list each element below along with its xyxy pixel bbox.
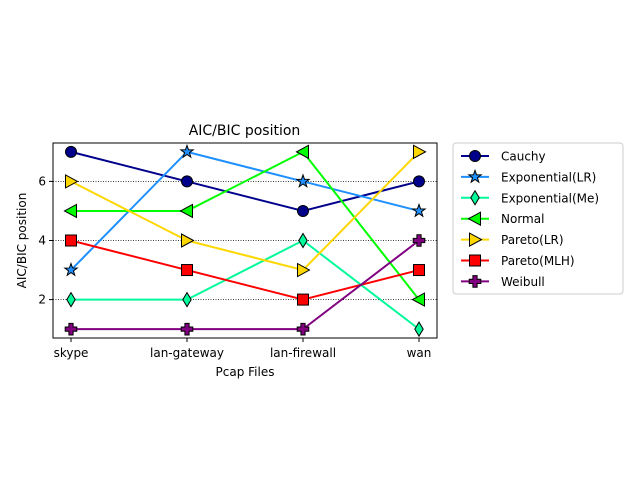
data-point bbox=[179, 143, 195, 159]
data-point bbox=[63, 262, 79, 277]
legend-marker bbox=[469, 232, 483, 247]
legend-label: Pareto(LR) bbox=[501, 233, 564, 247]
legend-item-exponential-me: Exponential(Me) bbox=[461, 189, 599, 206]
data-point bbox=[179, 203, 193, 219]
data-point bbox=[63, 203, 77, 219]
data-point bbox=[297, 293, 309, 306]
legend-item-cauchy: Cauchy bbox=[461, 150, 546, 164]
series-weibull bbox=[64, 234, 426, 336]
data-point bbox=[181, 264, 193, 277]
data-point bbox=[181, 233, 195, 248]
data-point bbox=[412, 234, 426, 247]
legend: Cauchy Exponential(LR) Exponential(Me) Norm… bbox=[452, 142, 624, 295]
y-tick-label: 2 bbox=[38, 293, 46, 307]
data-point bbox=[66, 291, 76, 308]
legend-marker bbox=[469, 254, 481, 267]
data-point bbox=[411, 292, 425, 307]
data-point bbox=[295, 144, 309, 160]
legend-marker bbox=[467, 211, 481, 227]
x-tick-label: lan-firewall bbox=[270, 346, 336, 360]
chart-title: AIC/BIC position bbox=[189, 123, 301, 139]
legend-frame bbox=[452, 142, 624, 295]
x-axis: skype lan-gateway lan-firewall wan bbox=[54, 338, 432, 360]
data-point bbox=[181, 175, 193, 188]
y-tick-label: 6 bbox=[38, 174, 46, 188]
legend-marker bbox=[467, 168, 483, 184]
data-point bbox=[64, 322, 78, 336]
data-point bbox=[413, 264, 425, 277]
legend-item-weibull: Weibull bbox=[461, 275, 545, 289]
x-tick-label: lan-gateway bbox=[150, 346, 224, 360]
series-line bbox=[71, 239, 420, 331]
x-axis-label: Pcap Files bbox=[216, 365, 275, 379]
data-point bbox=[180, 322, 194, 336]
legend-item-pareto-lr: Pareto(LR) bbox=[461, 232, 564, 247]
data-point bbox=[298, 232, 308, 249]
legend-label: Cauchy bbox=[501, 150, 546, 164]
x-tick-label: skype bbox=[54, 346, 89, 360]
data-point bbox=[295, 173, 311, 188]
legend-label: Exponential(Me) bbox=[501, 191, 599, 205]
data-point bbox=[411, 202, 427, 218]
y-axis-label: AIC/BIC position bbox=[15, 193, 29, 289]
y-axis: 2 4 6 bbox=[38, 174, 53, 307]
legend-item-normal: Normal bbox=[461, 211, 544, 227]
data-point bbox=[297, 204, 309, 217]
data-point bbox=[296, 322, 310, 336]
data-point bbox=[413, 175, 425, 188]
data-point bbox=[413, 144, 427, 160]
legend-item-exponential-lr: Exponential(LR) bbox=[461, 168, 596, 184]
y-tick-label: 4 bbox=[38, 234, 46, 248]
series-line bbox=[70, 151, 420, 272]
data-point bbox=[182, 291, 192, 308]
legend-marker bbox=[468, 275, 482, 288]
legend-marker bbox=[469, 150, 481, 162]
x-tick-label: wan bbox=[407, 346, 432, 360]
data-point bbox=[414, 321, 424, 338]
legend-label: Normal bbox=[501, 212, 544, 226]
data-point bbox=[65, 174, 79, 189]
legend-item-pareto-mlh: Pareto(MLH) bbox=[461, 254, 575, 268]
legend-label: Pareto(MLH) bbox=[501, 254, 575, 268]
data-point bbox=[297, 262, 311, 278]
data-point bbox=[65, 234, 77, 247]
legend-label: Weibull bbox=[501, 275, 545, 289]
series-pareto-lr bbox=[65, 144, 427, 278]
legend-label: Exponential(LR) bbox=[501, 170, 596, 184]
series-layer bbox=[63, 143, 427, 338]
data-point bbox=[65, 145, 77, 158]
legend-marker bbox=[470, 189, 480, 206]
